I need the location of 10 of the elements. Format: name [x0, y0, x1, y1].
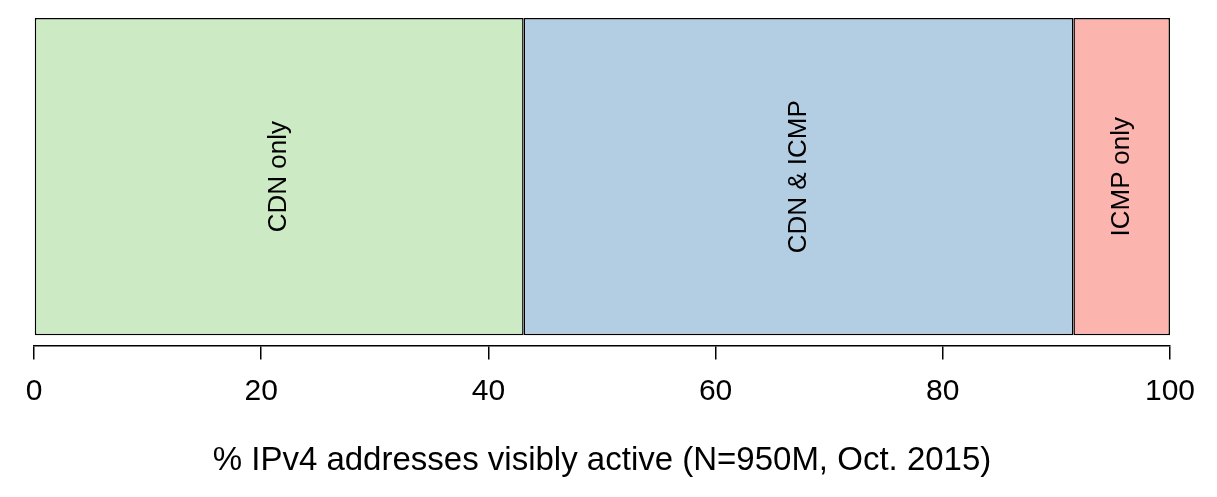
series-label: ICMP only [1104, 116, 1135, 237]
series-label: CDN & ICMP [781, 100, 812, 254]
x-tick-label: 60 [698, 372, 733, 406]
x-tick-label: 100 [1144, 372, 1195, 406]
x-tick-label: 80 [926, 372, 960, 406]
x-axis-title: % IPv4 addresses visibly active (N=950M, Oct. 2015) [212, 440, 992, 478]
x-tick-label: 40 [471, 372, 506, 406]
x-tick-label: 20 [244, 372, 278, 406]
series-label: CDN only [262, 121, 293, 233]
x-tick-label: 0 [25, 372, 43, 406]
